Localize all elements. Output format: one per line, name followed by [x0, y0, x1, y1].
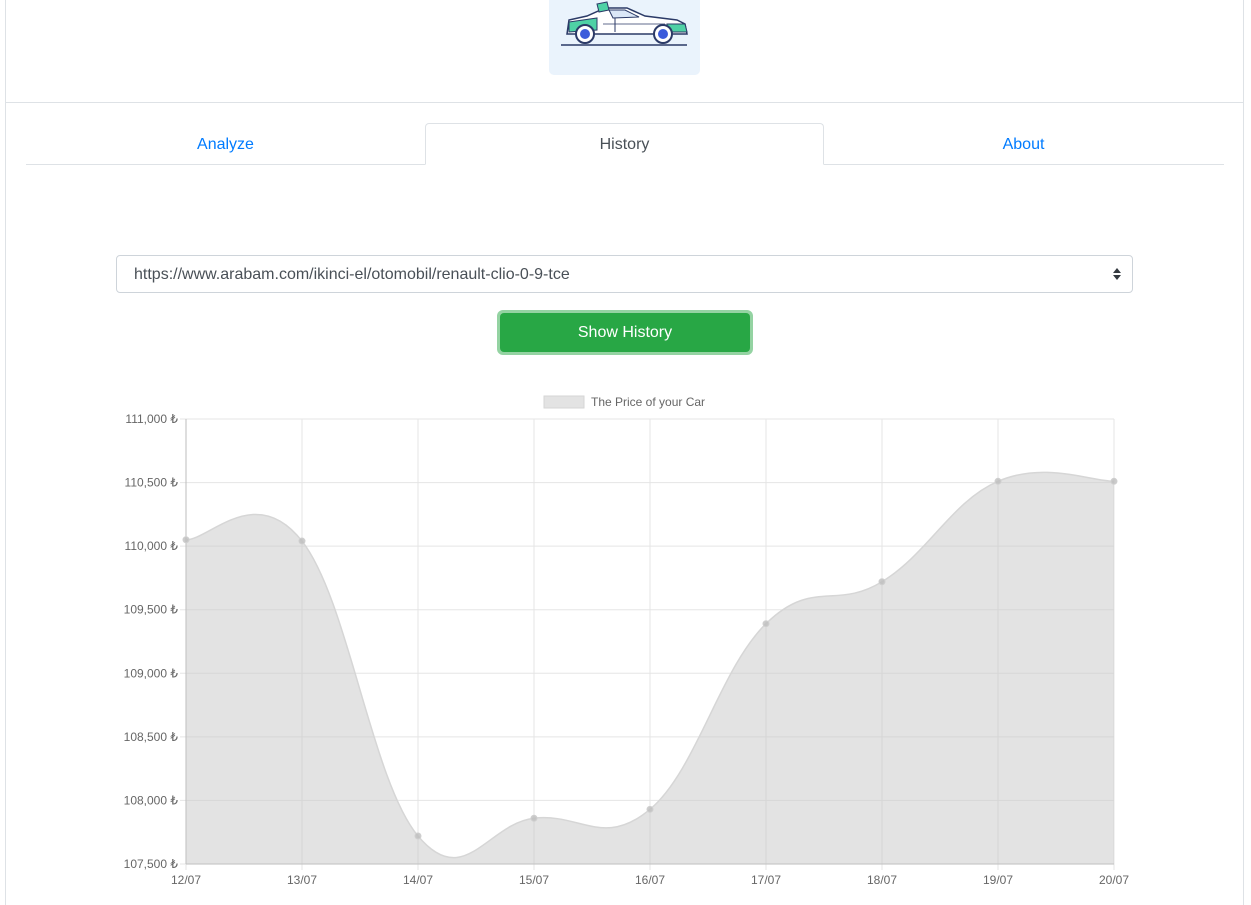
x-tick-label: 20/07: [1099, 873, 1129, 887]
data-point: [878, 578, 886, 586]
data-point: [182, 536, 190, 544]
page-frame: [5, 0, 1244, 905]
data-point: [994, 477, 1002, 485]
y-tick-label: 110,000 ₺: [125, 539, 179, 553]
car-logo-icon: [561, 1, 688, 46]
data-point: [414, 832, 422, 840]
data-point: [530, 814, 538, 822]
tab-history[interactable]: History: [425, 123, 824, 165]
x-tick-label: 14/07: [403, 873, 433, 887]
y-tick-label: 108,000 ₺: [124, 793, 179, 807]
data-point: [646, 805, 654, 813]
data-point: [1110, 477, 1118, 485]
x-tick-label: 12/07: [171, 873, 201, 887]
app-logo: [549, 0, 700, 75]
tab-analyze[interactable]: Analyze: [197, 136, 254, 153]
select-arrows-icon: [1113, 268, 1121, 280]
tab-about[interactable]: About: [1002, 136, 1045, 153]
y-tick-label: 108,500 ₺: [124, 730, 179, 744]
series-area: [186, 472, 1114, 864]
x-tick-label: 19/07: [983, 873, 1013, 887]
y-tick-label: 109,000 ₺: [124, 666, 179, 680]
x-tick-label: 15/07: [519, 873, 549, 887]
legend-swatch: [543, 395, 585, 409]
y-tick-label: 110,500 ₺: [125, 476, 179, 490]
y-tick-label: 107,500 ₺: [124, 857, 179, 871]
url-select-value: https://www.arabam.com/ikinci-el/otomobi…: [134, 266, 570, 283]
url-select[interactable]: https://www.arabam.com/ikinci-el/otomobi…: [116, 255, 1133, 293]
x-tick-label: 13/07: [287, 873, 317, 887]
data-point: [298, 537, 306, 545]
x-tick-label: 17/07: [751, 873, 781, 887]
legend-label: The Price of your Car: [591, 395, 705, 409]
x-tick-label: 18/07: [867, 873, 897, 887]
x-tick-label: 16/07: [635, 873, 665, 887]
show-history-button[interactable]: Show History: [500, 313, 750, 352]
price-history-chart: 111,000 ₺ 110,500 ₺ 110,000 ₺ 109,500 ₺ 109,…: [124, 395, 1130, 887]
header-divider: [5, 102, 1244, 103]
series-line: [185, 471, 1115, 859]
tab-bar: Analyze History About: [26, 123, 1224, 165]
y-tick-label: 109,500 ₺: [124, 603, 179, 617]
y-tick-label: 111,000 ₺: [125, 412, 178, 426]
data-point: [762, 620, 770, 628]
